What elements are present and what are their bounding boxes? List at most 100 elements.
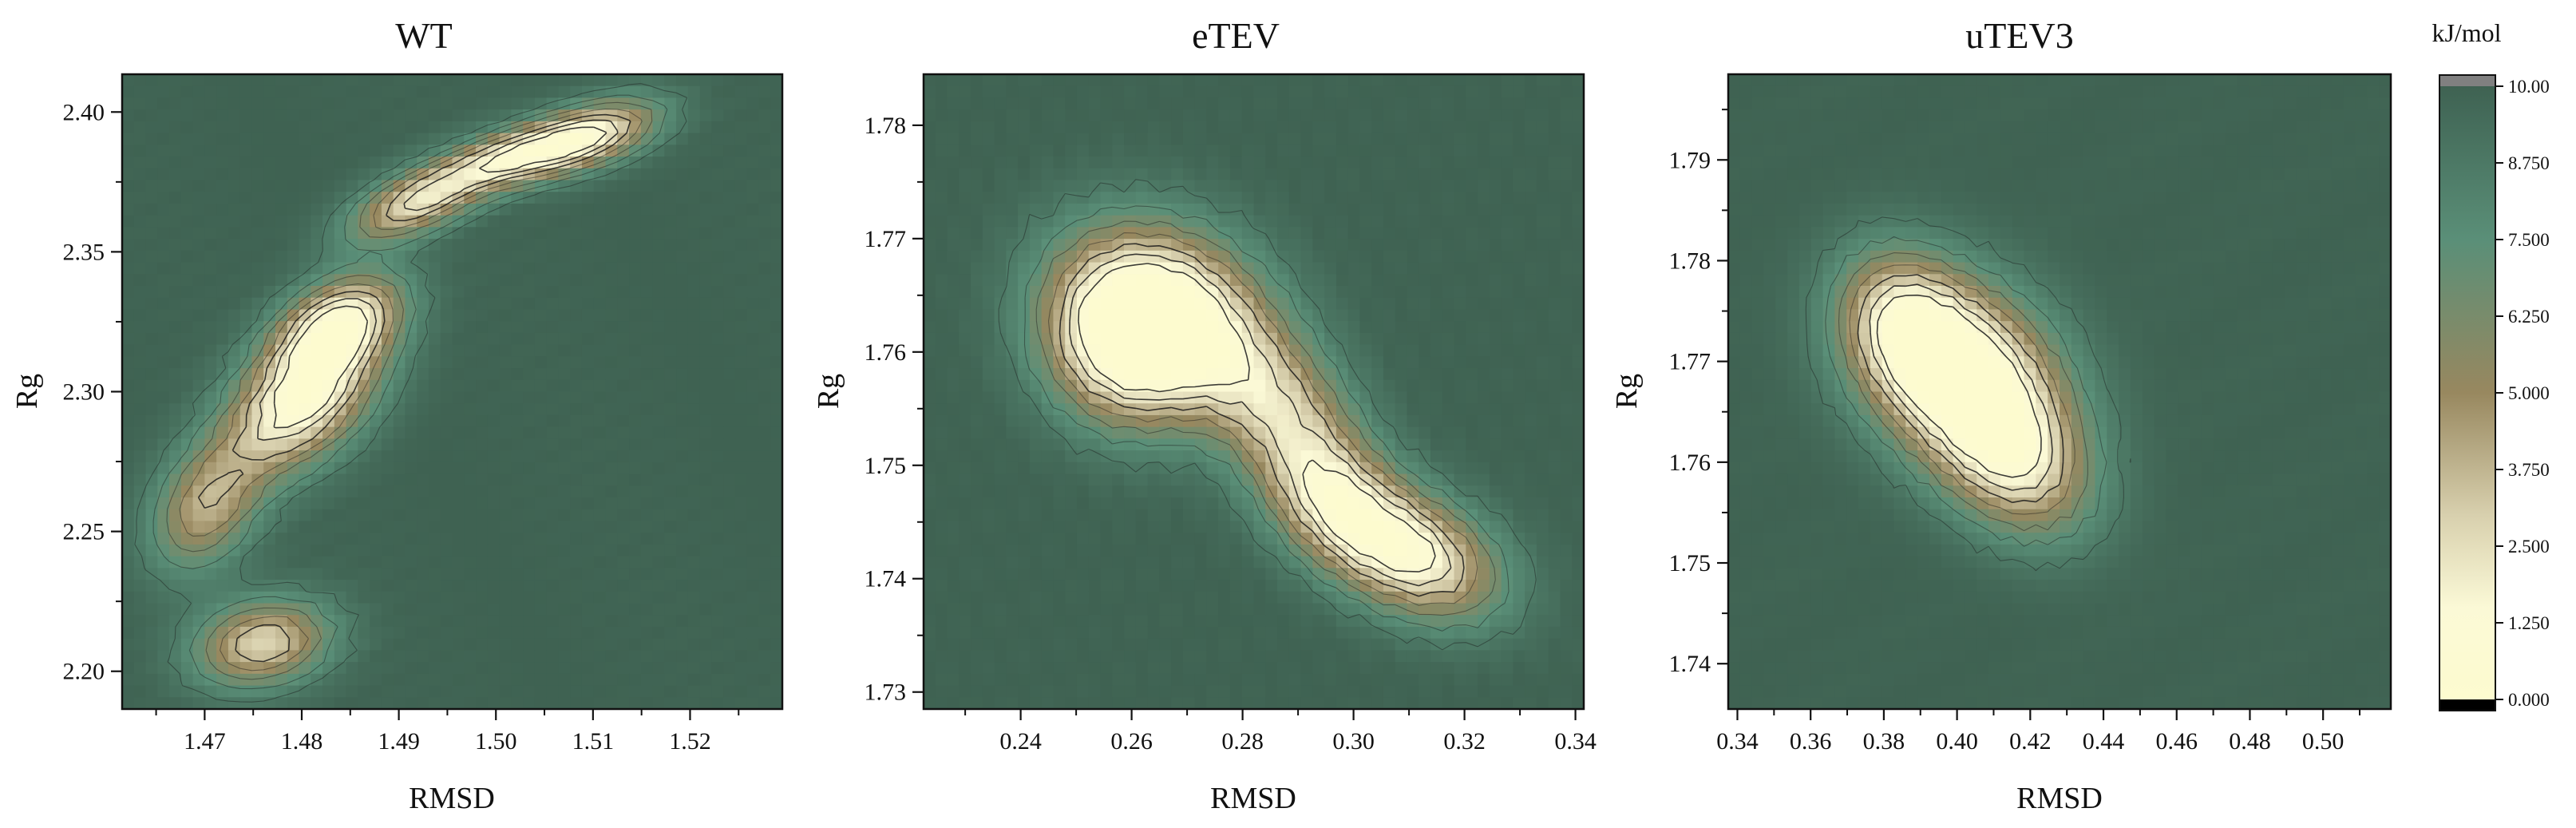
heatmap-cell xyxy=(452,274,465,287)
heatmap-cell xyxy=(1300,180,1313,192)
heatmap-cell xyxy=(145,650,158,663)
heatmap-cell xyxy=(971,297,983,311)
heatmap-cell xyxy=(664,697,677,710)
heatmap-cell xyxy=(1347,379,1361,393)
heatmap-cell xyxy=(228,97,241,110)
heatmap-cell xyxy=(1277,121,1290,134)
heatmap-cell xyxy=(1513,97,1525,110)
heatmap-cell xyxy=(239,156,253,169)
heatmap-cell xyxy=(157,344,170,357)
heatmap-cell xyxy=(1277,97,1290,110)
heatmap-cell xyxy=(1147,227,1160,240)
heatmap-cell xyxy=(711,685,724,698)
heatmap-cell xyxy=(605,192,618,204)
heatmap-cell xyxy=(299,638,311,651)
heatmap-cell xyxy=(122,180,135,192)
heatmap-cell xyxy=(393,297,406,311)
heatmap-cell xyxy=(487,556,501,569)
heatmap-cell xyxy=(1241,368,1255,381)
heatmap-cell xyxy=(440,121,453,134)
heatmap-cell xyxy=(640,462,654,475)
heatmap-cell xyxy=(228,203,241,216)
heatmap-cell xyxy=(1525,379,1537,393)
heatmap-cell xyxy=(959,227,971,240)
heatmap-cell xyxy=(358,521,370,533)
heatmap-cell xyxy=(287,697,300,710)
heatmap-cell xyxy=(511,227,524,240)
heatmap-cell xyxy=(334,662,347,675)
heatmap-cell xyxy=(1371,391,1384,404)
heatmap-cell xyxy=(299,356,311,369)
heatmap-cell xyxy=(617,85,630,99)
heatmap-cell xyxy=(428,391,441,404)
heatmap-cell xyxy=(192,591,205,604)
heatmap-cell xyxy=(546,332,560,346)
heatmap-cell xyxy=(1112,133,1125,145)
heatmap-cell xyxy=(169,450,182,463)
heatmap-cell xyxy=(723,156,736,169)
heatmap-cell xyxy=(192,473,205,486)
heatmap-cell xyxy=(239,615,253,628)
heatmap-cell xyxy=(1560,239,1573,252)
heatmap-cell xyxy=(1053,121,1066,134)
heatmap-cell xyxy=(440,286,453,299)
heatmap-cell xyxy=(487,673,501,687)
heatmap-cell xyxy=(239,262,253,275)
heatmap-cell xyxy=(122,685,135,698)
heatmap-cell xyxy=(228,662,241,675)
heatmap-cell xyxy=(393,438,406,451)
heatmap-cell xyxy=(476,74,489,87)
heatmap-cell xyxy=(546,379,560,393)
heatmap-cell xyxy=(476,662,489,675)
heatmap-cell xyxy=(228,321,241,334)
heatmap-cell xyxy=(370,180,382,192)
heatmap-cell xyxy=(1536,462,1549,475)
heatmap-cell xyxy=(1159,168,1172,181)
heatmap-cell xyxy=(770,568,783,580)
heatmap-cell xyxy=(1171,297,1184,311)
heatmap-cell xyxy=(228,379,241,393)
heatmap-cell xyxy=(1171,109,1184,122)
heatmap-cell xyxy=(487,74,501,87)
heatmap-cell xyxy=(1395,180,1408,192)
heatmap-cell xyxy=(1312,426,1325,439)
heatmap-cell xyxy=(322,521,335,533)
heatmap-cell xyxy=(1324,462,1337,475)
heatmap-cell xyxy=(676,462,689,475)
heatmap-cell xyxy=(971,356,983,369)
heatmap-cell xyxy=(534,274,548,287)
heatmap-cell xyxy=(1383,356,1396,369)
heatmap-cell xyxy=(581,438,595,451)
heatmap-cell xyxy=(334,286,347,299)
heatmap-cell xyxy=(734,403,748,416)
heatmap-cell xyxy=(982,215,995,228)
heatmap-cell xyxy=(464,673,477,687)
y-axis-label: Rg xyxy=(10,374,44,409)
heatmap-cell xyxy=(464,227,477,240)
heatmap-cell xyxy=(1525,97,1537,110)
heatmap-cell xyxy=(1124,262,1137,275)
heatmap-cell xyxy=(204,356,217,369)
heatmap-cell xyxy=(593,250,607,263)
heatmap-cell xyxy=(192,509,205,522)
heatmap-cell xyxy=(487,580,501,592)
heatmap-cell xyxy=(299,215,311,228)
heatmap-cell xyxy=(617,262,630,275)
heatmap-cell xyxy=(381,662,394,675)
heatmap-cell xyxy=(971,414,983,428)
heatmap-cell xyxy=(1194,168,1208,181)
heatmap-cell xyxy=(676,615,689,628)
heatmap-cell xyxy=(1029,156,1043,169)
heatmap-cell xyxy=(1088,97,1102,110)
heatmap-cell xyxy=(417,109,429,122)
heatmap-cell xyxy=(157,603,170,616)
heatmap-cell xyxy=(428,485,441,498)
heatmap-cell xyxy=(287,274,300,287)
heatmap-cell xyxy=(287,239,300,252)
heatmap-cell xyxy=(370,638,382,651)
heatmap-cell xyxy=(322,603,335,616)
heatmap-cell xyxy=(1065,180,1078,192)
heatmap-cell xyxy=(1478,203,1490,216)
heatmap-cell xyxy=(687,215,701,228)
